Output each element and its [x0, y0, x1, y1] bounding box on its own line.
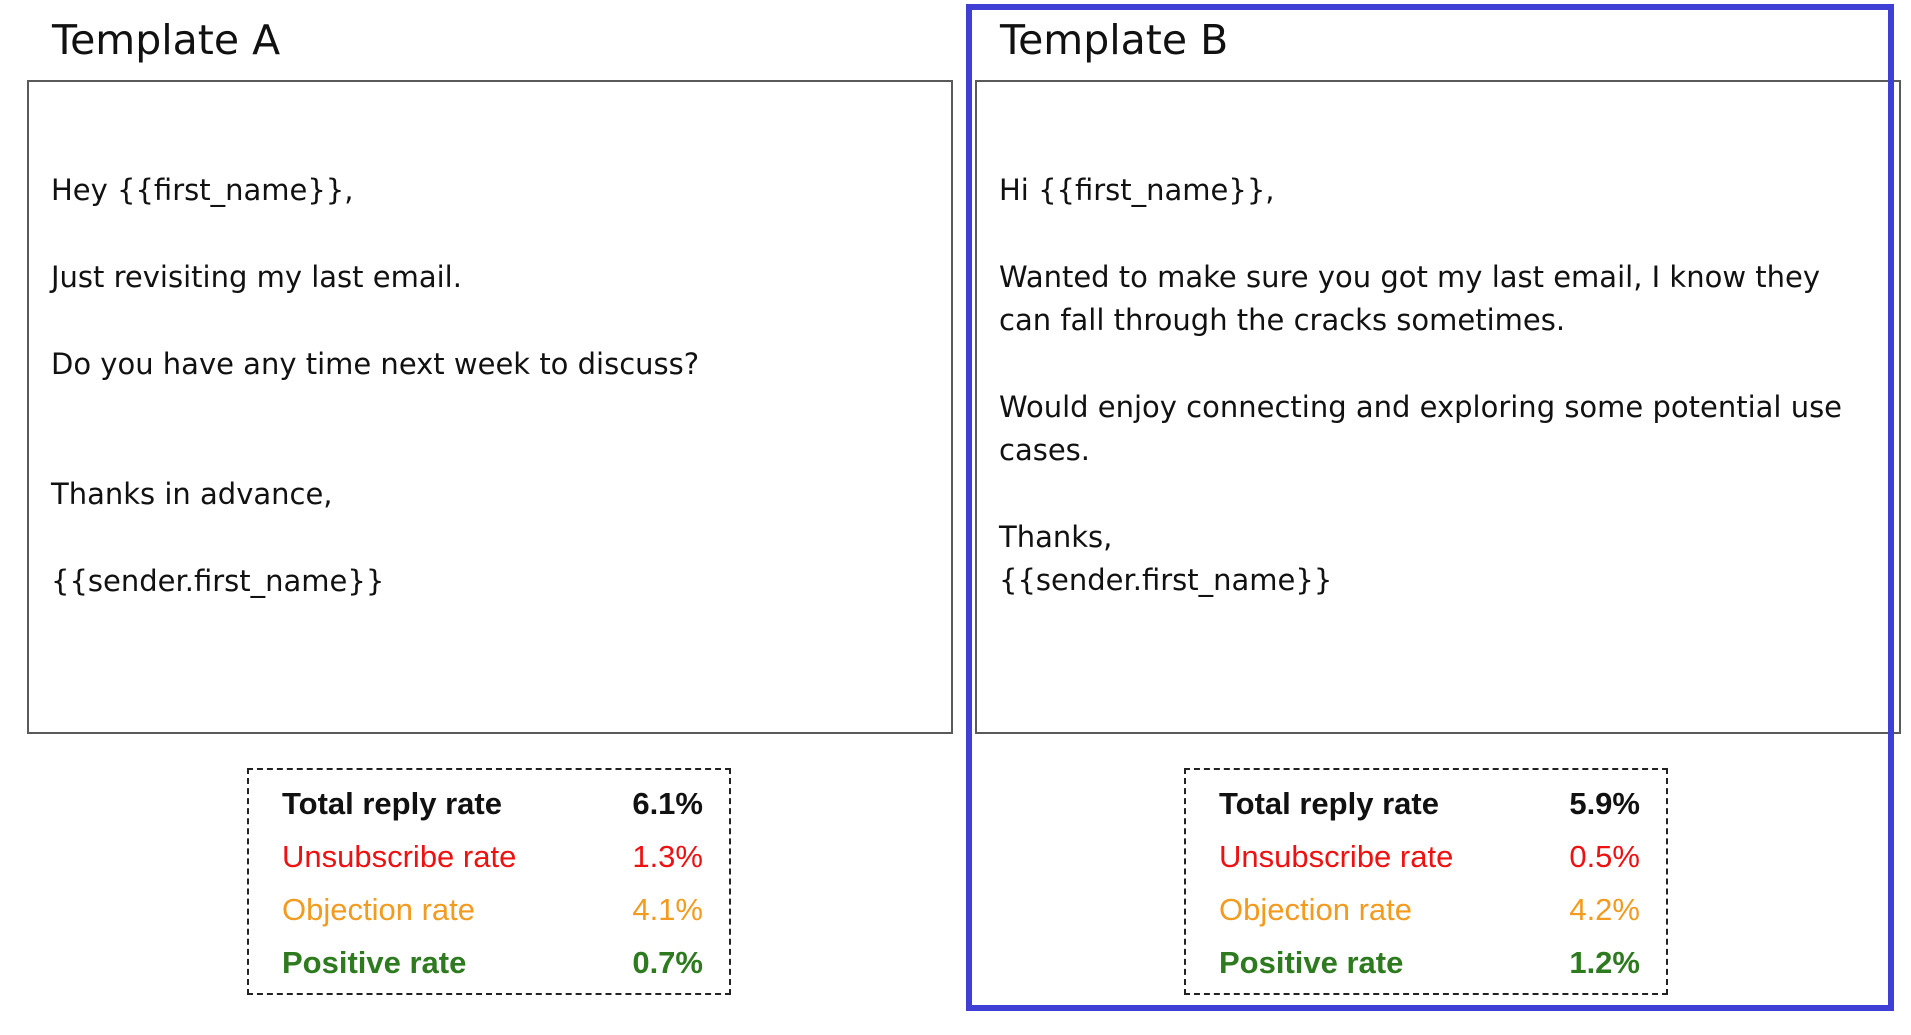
template-a-title: Template A	[52, 16, 281, 64]
template-a-stats: Total reply rate 6.1% Unsubscribe rate 1…	[247, 768, 731, 995]
positive-rate-row: Positive rate 1.2%	[1219, 943, 1640, 983]
total-reply-rate-row: Total reply rate 5.9%	[1219, 784, 1640, 824]
stat-label: Objection rate	[282, 892, 475, 927]
positive-rate-row: Positive rate 0.7%	[282, 943, 703, 983]
template-b-title: Template B	[1000, 16, 1229, 64]
stat-label: Objection rate	[1219, 892, 1412, 927]
stat-value: 1.2%	[1569, 945, 1640, 980]
email-greeting: Hey {{first_name}},	[51, 173, 354, 207]
email-line: Just revisiting my last email.	[51, 260, 462, 294]
email-line: cases.	[999, 433, 1090, 467]
email-signature: {{sender.first_name}}	[51, 564, 385, 598]
email-line: Wanted to make sure you got my last emai…	[999, 260, 1821, 294]
stat-label: Positive rate	[1219, 945, 1404, 980]
email-line: Do you have any time next week to discus…	[51, 347, 700, 381]
stat-value: 4.2%	[1569, 892, 1640, 927]
template-a-email-body: Hey {{first_name}}, Just revisiting my l…	[27, 80, 953, 734]
stat-label: Unsubscribe rate	[1219, 839, 1454, 874]
stat-value: 0.5%	[1569, 839, 1640, 874]
objection-rate-row: Objection rate 4.1%	[282, 890, 703, 930]
unsubscribe-rate-row: Unsubscribe rate 0.5%	[1219, 837, 1640, 877]
email-signature: {{sender.first_name}}	[999, 563, 1333, 597]
template-b-email-body: Hi {{first_name}}, Wanted to make sure y…	[975, 80, 1901, 734]
template-b-stats: Total reply rate 5.9% Unsubscribe rate 0…	[1184, 768, 1668, 995]
stat-value: 0.7%	[632, 945, 703, 980]
email-line: Would enjoy connecting and exploring som…	[999, 390, 1843, 424]
stat-value: 1.3%	[632, 839, 703, 874]
unsubscribe-rate-row: Unsubscribe rate 1.3%	[282, 837, 703, 877]
stat-label: Positive rate	[282, 945, 467, 980]
stat-label: Total reply rate	[282, 786, 502, 821]
stat-value: 5.9%	[1569, 786, 1640, 821]
email-line: can fall through the cracks sometimes.	[999, 303, 1566, 337]
email-greeting: Hi {{first_name}},	[999, 173, 1275, 207]
email-signoff: Thanks,	[999, 520, 1113, 554]
stat-value: 6.1%	[632, 786, 703, 821]
email-signoff: Thanks in advance,	[51, 477, 333, 511]
total-reply-rate-row: Total reply rate 6.1%	[282, 784, 703, 824]
stat-label: Total reply rate	[1219, 786, 1439, 821]
objection-rate-row: Objection rate 4.2%	[1219, 890, 1640, 930]
stat-label: Unsubscribe rate	[282, 839, 517, 874]
stat-value: 4.1%	[632, 892, 703, 927]
